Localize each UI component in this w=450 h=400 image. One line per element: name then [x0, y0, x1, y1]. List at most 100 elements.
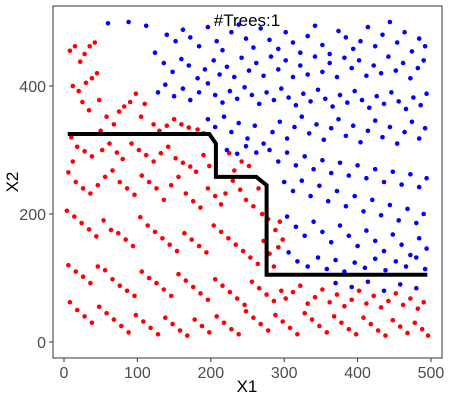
blue-point-28 — [358, 38, 363, 44]
blue-point-48 — [232, 74, 237, 80]
blue-point-166 — [290, 188, 296, 194]
red-point-152 — [155, 332, 161, 337]
red-point-191 — [290, 289, 296, 295]
red-point-194 — [312, 294, 318, 300]
red-point-143 — [89, 320, 95, 326]
blue-point-11 — [229, 29, 234, 35]
blue-point-152 — [320, 157, 325, 163]
red-point-207 — [408, 296, 413, 301]
red-point-139 — [279, 288, 284, 294]
red-point-118 — [124, 288, 130, 294]
red-point-137 — [264, 292, 269, 297]
red-point-119 — [132, 293, 137, 299]
blue-point-5 — [180, 27, 186, 32]
blue-point-173 — [352, 193, 358, 199]
red-point-16 — [116, 109, 122, 114]
blue-point-21 — [305, 33, 311, 39]
red-point-85 — [101, 218, 106, 223]
blue-point-204 — [333, 257, 338, 263]
blue-point-82 — [212, 92, 218, 98]
blue-point-211 — [403, 264, 409, 269]
red-point-148 — [126, 330, 131, 335]
blue-point-72 — [408, 76, 413, 81]
blue-point-137 — [394, 141, 400, 146]
red-point-11 — [80, 99, 85, 105]
blue-point-178 — [396, 218, 402, 223]
blue-point-125 — [306, 131, 312, 136]
x-axis-ticks: 0 100 200 300 400 500 — [60, 358, 444, 382]
red-point-192 — [298, 283, 303, 289]
red-point-80 — [64, 208, 70, 214]
blue-point-187 — [328, 239, 334, 245]
red-point-181 — [368, 321, 374, 327]
red-point-115 — [102, 268, 108, 273]
blue-point-64 — [349, 65, 355, 71]
red-point-25 — [171, 117, 177, 122]
red-point-63 — [161, 197, 167, 203]
red-point-140 — [67, 300, 73, 305]
red-point-20 — [138, 114, 144, 119]
blue-point-26 — [343, 35, 349, 40]
blue-point-73 — [415, 65, 421, 71]
blue-point-6 — [188, 35, 193, 40]
blue-point-109 — [411, 95, 416, 100]
blue-point-136 — [387, 124, 393, 130]
red-point-68 — [198, 205, 203, 210]
red-point-61 — [146, 179, 152, 185]
red-point-196 — [327, 300, 333, 305]
red-point-163 — [236, 332, 241, 337]
blue-point-200 — [295, 259, 300, 264]
red-point-117 — [117, 283, 123, 289]
blue-point-22 — [312, 23, 318, 29]
red-point-84 — [94, 234, 99, 239]
blue-point-119 — [261, 141, 266, 146]
blue-point-25 — [336, 28, 341, 34]
blue-point-95 — [308, 99, 313, 104]
blue-point-100 — [345, 100, 350, 105]
red-point-170 — [287, 325, 293, 331]
red-point-13 — [96, 97, 102, 103]
red-point-74 — [237, 187, 243, 192]
red-point-6 — [70, 83, 76, 89]
blue-point-155 — [346, 173, 352, 178]
red-point-164 — [243, 309, 249, 314]
blue-point-213 — [422, 266, 428, 272]
blue-point-40 — [170, 69, 175, 75]
blue-point-133 — [365, 128, 371, 134]
blue-point-35 — [409, 49, 415, 54]
blue-point-81 — [205, 81, 211, 86]
red-point-166 — [258, 321, 264, 327]
red-point-173 — [309, 317, 315, 322]
blue-point-19 — [290, 40, 296, 45]
blue-point-171 — [334, 188, 340, 194]
red-point-54 — [95, 182, 101, 188]
blue-point-61 — [327, 60, 333, 66]
blue-point-31 — [380, 32, 385, 38]
blue-point-113 — [212, 124, 218, 130]
blue-point-144 — [243, 143, 249, 149]
red-point-202 — [371, 293, 377, 299]
red-point-216 — [246, 163, 252, 169]
blue-point-146 — [267, 147, 272, 153]
blue-point-195 — [399, 242, 404, 247]
red-point-49 — [207, 163, 212, 169]
red-point-26 — [179, 122, 184, 127]
blue-point-24 — [327, 51, 333, 57]
red-point-189 — [425, 333, 431, 338]
decision-boundary-line — [67, 132, 428, 277]
blue-point-91 — [279, 86, 284, 91]
red-point-92 — [152, 229, 158, 235]
red-point-2 — [77, 59, 83, 64]
blue-point-59 — [312, 54, 318, 59]
blue-point-154 — [337, 160, 343, 166]
blue-point-120 — [270, 129, 275, 135]
blue-point-71 — [400, 60, 406, 66]
blue-point-47 — [224, 64, 230, 70]
red-point-125 — [176, 271, 181, 277]
blue-point-80 — [196, 90, 202, 95]
blue-point-167 — [299, 178, 305, 183]
blue-point-94 — [301, 91, 306, 96]
red-point-213 — [277, 219, 283, 224]
red-point-186 — [405, 330, 410, 336]
blue-point-202 — [315, 255, 321, 260]
